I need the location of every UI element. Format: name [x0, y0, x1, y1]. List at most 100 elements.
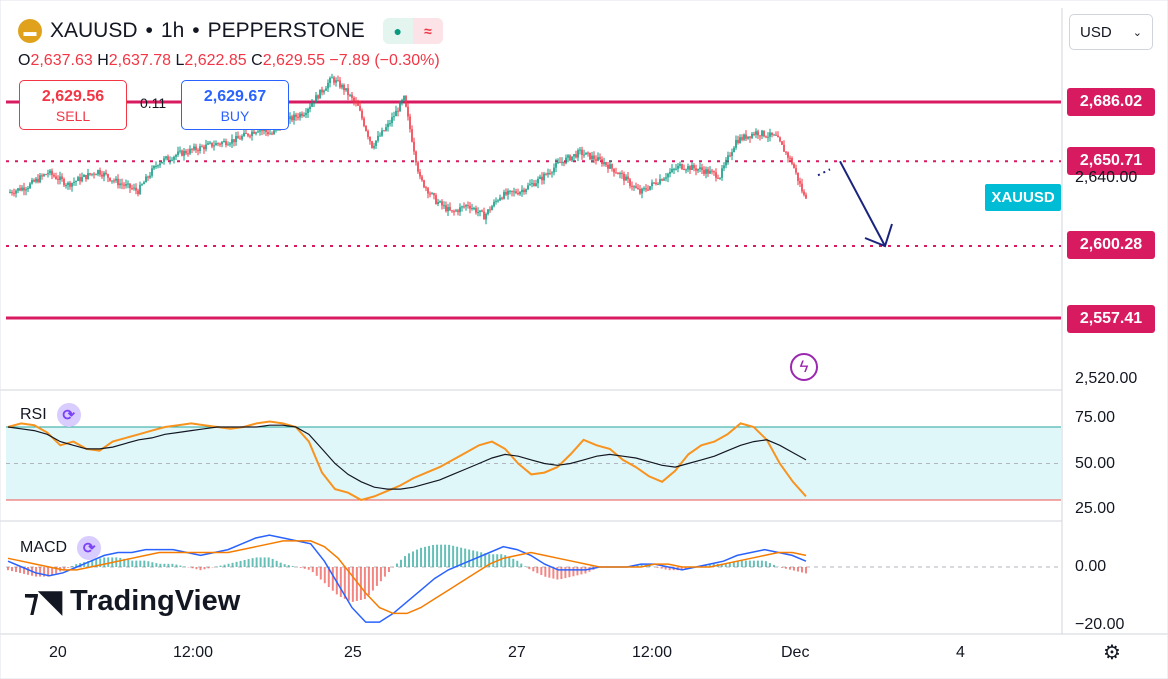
candle-body	[707, 169, 709, 174]
candle-body	[581, 149, 583, 155]
candle-body	[301, 113, 303, 116]
projection-arrowhead	[864, 223, 893, 248]
candle-body	[575, 154, 577, 158]
candle-body	[517, 193, 519, 195]
candle-body	[623, 174, 625, 181]
candle-body	[669, 171, 671, 174]
rsi-tick-label: 50.00	[1075, 455, 1116, 472]
candle-body	[493, 201, 495, 207]
candle-body	[753, 133, 755, 135]
candle-body	[81, 176, 83, 182]
candle-body	[189, 148, 191, 154]
candle-body	[507, 190, 509, 195]
candle-body	[15, 190, 17, 194]
candle-body	[469, 205, 471, 209]
candle-body	[127, 183, 129, 185]
rsi-tick-label: 75.00	[1075, 409, 1116, 426]
candle-body	[21, 187, 23, 191]
candle-body	[381, 130, 383, 136]
candle-body	[425, 187, 427, 189]
candle-body	[739, 137, 741, 144]
candle-body	[471, 208, 473, 210]
candle-body	[17, 188, 19, 191]
candle-body	[229, 143, 231, 145]
candle-body	[449, 207, 451, 211]
candle-body	[565, 157, 567, 164]
spread-value: 0.11	[140, 95, 167, 111]
candle-body	[33, 180, 35, 182]
candle-body	[345, 88, 347, 91]
chevron-down-icon: ⌄	[1132, 26, 1142, 39]
candle-body	[629, 179, 631, 186]
settings-icon[interactable]: ⚙	[1103, 642, 1121, 664]
candle-body	[133, 187, 135, 189]
candle-body	[271, 133, 273, 135]
candle-body	[65, 185, 67, 187]
rsi-line	[7, 420, 807, 502]
candle-body	[223, 141, 225, 143]
buy-button[interactable]: 2,629.67 BUY	[181, 80, 289, 130]
candle-body	[161, 161, 163, 164]
candle-body	[657, 183, 659, 185]
candle-body	[571, 156, 573, 161]
broker-name: PEPPERSTONE	[207, 19, 365, 42]
candle-body	[777, 135, 779, 138]
candle-body	[179, 150, 181, 152]
candle-body	[291, 116, 293, 121]
candle-body	[727, 155, 729, 160]
candle-body	[733, 147, 735, 153]
tradingview-logo: ⁊◥ TradingView	[24, 585, 241, 618]
candle-body	[67, 182, 69, 186]
macd-signal-line	[7, 540, 807, 615]
candle-body	[77, 177, 79, 181]
candle-body	[503, 191, 505, 199]
candle-body	[165, 156, 167, 159]
candle-body	[627, 176, 629, 180]
candle-body	[537, 178, 539, 184]
candle-body	[221, 142, 223, 145]
candle-body	[385, 127, 387, 131]
candle-body	[735, 139, 737, 148]
candle-body	[673, 168, 675, 170]
symbol-header[interactable]: ▬ XAUUSD • 1h • PEPPERSTONE ● ≈	[18, 16, 443, 46]
projection-dotted-segment	[817, 168, 831, 177]
candle-body	[55, 176, 57, 180]
candle-body	[209, 142, 211, 144]
candle-body	[159, 163, 161, 166]
sell-button[interactable]: 2,629.56 SELL	[19, 80, 127, 130]
candle-body	[51, 170, 53, 175]
candle-body	[683, 169, 685, 171]
candle-body	[749, 136, 751, 138]
refresh-icon[interactable]: ⟳	[77, 536, 102, 560]
candle-body	[539, 176, 541, 179]
candle-body	[661, 179, 663, 181]
candle-body	[723, 165, 725, 169]
candle-body	[261, 130, 263, 132]
candle-body	[481, 210, 483, 212]
market-status[interactable]: ● ≈	[382, 18, 443, 44]
candle-body	[767, 136, 769, 138]
candle-body	[115, 178, 117, 181]
candle-body	[255, 132, 257, 134]
candle-body	[63, 179, 65, 186]
candle-body	[637, 187, 639, 190]
candle-body	[593, 155, 595, 160]
currency-select[interactable]: USD ⌄	[1069, 14, 1153, 50]
candle-body	[377, 135, 379, 141]
candle-body	[203, 146, 205, 150]
candle-body	[187, 153, 189, 155]
currency-value: USD	[1080, 23, 1112, 41]
candle-body	[43, 174, 45, 176]
candle-body	[797, 172, 799, 181]
interval[interactable]: 1h	[160, 19, 185, 42]
candle-body	[455, 210, 457, 212]
candle-body	[257, 131, 259, 133]
candle-body	[253, 131, 255, 134]
candle-body	[441, 201, 443, 206]
refresh-icon[interactable]: ⟳	[56, 403, 81, 427]
candle-body	[319, 89, 321, 99]
lightning-icon[interactable]: ϟ	[790, 353, 818, 381]
candle-body	[547, 173, 549, 175]
separator: •	[145, 19, 153, 42]
